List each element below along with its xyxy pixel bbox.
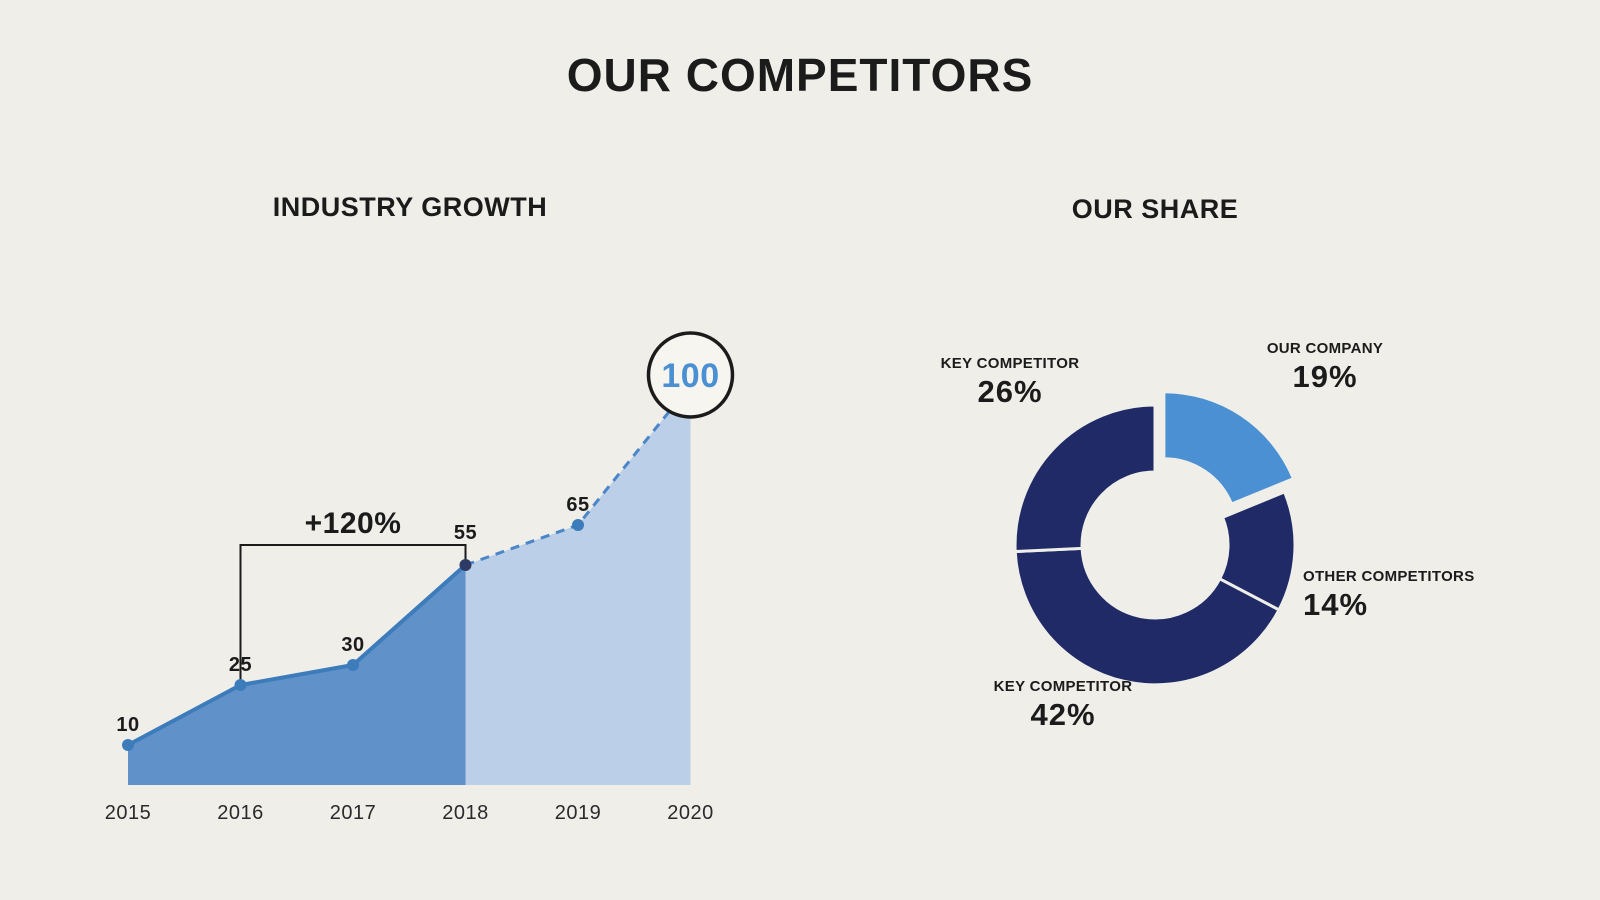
page-title: OUR COMPETITORS	[566, 49, 1034, 101]
slice-percent: 42%	[1030, 697, 1096, 732]
svg-text:2018: 2018	[442, 802, 489, 824]
svg-text:100: 100	[661, 357, 719, 395]
svg-text:10: 10	[116, 714, 139, 736]
our-share-donut-chart	[1013, 390, 1297, 687]
our-share-title: OUR SHARE	[1071, 194, 1239, 224]
slice-percent: 26%	[977, 374, 1043, 409]
svg-text:2015: 2015	[105, 802, 152, 824]
svg-text:55: 55	[454, 522, 477, 544]
svg-text:30: 30	[341, 634, 364, 656]
donut-label-key-competitor-42: KEY COMPETITOR 42%	[978, 678, 1148, 733]
svg-text:2019: 2019	[555, 802, 602, 824]
slice-percent: 14%	[1303, 587, 1369, 622]
slice-percent: 19%	[1292, 359, 1358, 394]
industry-growth-title: INDUSTRY GROWTH	[272, 192, 548, 222]
svg-text:2020: 2020	[667, 802, 714, 824]
slice-label: OTHER COMPETITORS	[1303, 568, 1475, 585]
svg-text:2016: 2016	[217, 802, 264, 824]
slice-label: OUR COMPANY	[1266, 340, 1384, 357]
slice-label: KEY COMPETITOR	[993, 678, 1133, 695]
donut-label-other-competitors: OTHER COMPETITORS 14%	[1303, 568, 1483, 623]
svg-text:+120%: +120%	[305, 507, 402, 540]
donut-label-our-company: OUR COMPANY 19%	[1240, 340, 1410, 395]
donut-label-key-competitor-26: KEY COMPETITOR 26%	[925, 355, 1095, 410]
svg-text:65: 65	[566, 494, 589, 516]
industry-growth-area-chart: +120% 10 25 30 55 65 100 2015 2016 2017 2018 2019 20…	[105, 331, 735, 824]
svg-text:25: 25	[229, 654, 252, 676]
slice-label: KEY COMPETITOR	[940, 355, 1080, 372]
svg-text:2017: 2017	[330, 802, 377, 824]
